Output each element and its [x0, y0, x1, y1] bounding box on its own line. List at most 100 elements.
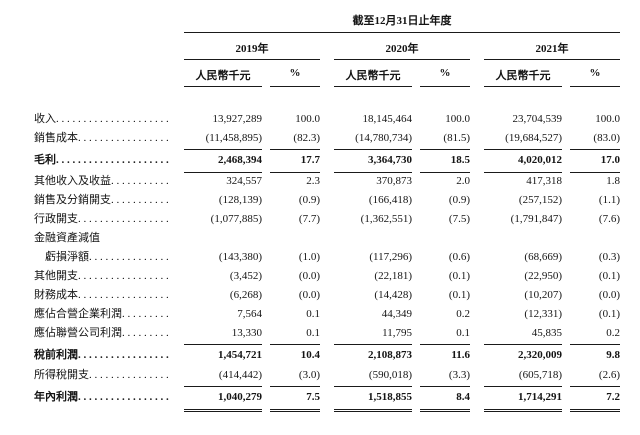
- unit-header-percent-2021: %: [570, 67, 620, 87]
- table-row: 收入 13,927,289 100.0 18,145,464 100.0 23,704,5…: [34, 111, 640, 130]
- percent-cell-2019: (82.3): [270, 130, 320, 150]
- unit-header-row: 人民幣千元 % 人民幣千元 % 人民幣千元 %: [34, 67, 640, 87]
- table-row: 應佔合營企業利潤 7,564 0.1 44,349 0.2 (12,331) (0.1): [34, 306, 640, 325]
- year-header-2021: 2021年: [484, 40, 620, 60]
- percent-cell-2021: (0.3): [598, 251, 620, 263]
- table-body: 收入 13,927,289 100.0 18,145,464 100.0 23,704,5…: [34, 111, 640, 412]
- dot-leader: [122, 306, 169, 323]
- dot-leader: [78, 211, 169, 228]
- amount-cell-2019: (128,139): [218, 194, 262, 206]
- amount-cell-2020: 2,108,873: [368, 349, 412, 361]
- percent-cell-2020: 0.1: [420, 325, 470, 345]
- amount-cell-2020: 370,873: [376, 175, 412, 187]
- amount-cell-2019: 1,454,721: [218, 349, 262, 361]
- unit-header-amount-2019: 人民幣千元: [184, 67, 262, 87]
- amount-cell-2020: [334, 230, 412, 249]
- percent-cell-2021: [570, 230, 620, 249]
- amount-cell-2021: (12,331): [524, 308, 562, 320]
- percent-cell-2020: 100.0: [445, 113, 470, 125]
- table-row: 財務成本 (6,268) (0.0) (14,428) (0.1) (10,207) (0.…: [34, 287, 640, 306]
- percent-cell-2019: 0.1: [306, 308, 320, 320]
- amount-cell-2020: (14,428): [374, 289, 412, 301]
- amount-cell-2020: 18,145,464: [362, 113, 413, 125]
- row-label-cell: 其他開支: [34, 268, 174, 287]
- percent-cell-2020: 8.4: [420, 387, 470, 412]
- dot-leader: [111, 192, 169, 209]
- amount-cell-2019: [184, 230, 262, 249]
- percent-cell-2021: (1.1): [598, 194, 620, 206]
- row-label: 其他收入及收益: [34, 175, 111, 187]
- percent-cell-2021: 9.8: [606, 349, 620, 361]
- table-row: 行政開支 (1,077,885) (7.7) (1,362,551) (7.5) (1,7…: [34, 211, 640, 230]
- percent-cell-2019: (7.7): [298, 213, 320, 225]
- amount-cell-2020: 3,364,730: [334, 150, 412, 173]
- unit-header-percent-2020: %: [420, 67, 470, 87]
- table-row: 銷售成本 (11,458,895) (82.3) (14,780,734) (81.5)…: [34, 130, 640, 150]
- row-label-cell: 行政開支: [34, 211, 174, 230]
- row-label-cell: 稅前利潤: [34, 345, 174, 367]
- percent-cell-2020: (81.5): [420, 130, 470, 150]
- percent-cell-2020: (0.1): [448, 270, 470, 282]
- amount-cell-2020: 1,518,855: [334, 387, 412, 412]
- percent-cell-2019: (0.0): [298, 270, 320, 282]
- unit-header-amount-2021: 人民幣千元: [484, 67, 562, 87]
- percent-cell-2020: 0.2: [456, 308, 470, 320]
- table-row: 稅前利潤 1,454,721 10.4 2,108,873 11.6 2,320,009 9…: [34, 345, 640, 367]
- amount-cell-2021: (68,669): [524, 251, 562, 263]
- amount-cell-2021: [484, 230, 562, 249]
- amount-cell-2021: 417,318: [526, 175, 562, 187]
- percent-cell-2021: (2.6): [570, 367, 620, 387]
- percent-cell-2021: (0.1): [598, 308, 620, 320]
- percent-cell-2020: [420, 230, 470, 249]
- percent-cell-2019: [270, 230, 320, 249]
- dot-leader: [56, 152, 169, 170]
- amount-cell-2019: 7,564: [237, 308, 262, 320]
- row-label: 收入: [34, 113, 56, 125]
- amount-cell-2020: (1,362,551): [360, 213, 412, 225]
- percent-cell-2019: (0.0): [298, 289, 320, 301]
- amount-cell-2021: (1,791,847): [510, 213, 562, 225]
- dot-leader: [78, 130, 169, 148]
- table-row: 毛利 2,468,394 17.7 3,364,730 18.5 4,020,012 17.…: [34, 150, 640, 173]
- row-label: 虧損淨額: [45, 251, 89, 263]
- dot-leader: [122, 325, 169, 343]
- row-label-cell: 金融資產減值: [34, 230, 174, 249]
- percent-cell-2019: 2.3: [306, 175, 320, 187]
- amount-cell-2021: (10,207): [524, 289, 562, 301]
- percent-cell-2020: (3.3): [420, 367, 470, 387]
- percent-cell-2021: 7.2: [570, 387, 620, 412]
- amount-cell-2019: (3,452): [229, 270, 262, 282]
- amount-cell-2020: (117,296): [369, 251, 412, 263]
- percent-cell-2020: (0.1): [448, 289, 470, 301]
- table-row: 其他收入及收益 324,557 2.3 370,873 2.0 417,318 1.8: [34, 173, 640, 192]
- amount-cell-2021: (605,718): [484, 367, 562, 387]
- amount-cell-2019: (6,268): [229, 289, 262, 301]
- dot-leader: [78, 347, 169, 364]
- amount-cell-2019: 13,927,289: [212, 113, 263, 125]
- percent-cell-2021: (7.6): [598, 213, 620, 225]
- percent-cell-2021: (83.0): [570, 130, 620, 150]
- amount-cell-2021: 2,320,009: [518, 349, 562, 361]
- percent-cell-2021: 0.2: [570, 325, 620, 345]
- amount-cell-2019: (143,380): [218, 251, 262, 263]
- table-row: 其他開支 (3,452) (0.0) (22,181) (0.1) (22,950) (0.…: [34, 268, 640, 287]
- percent-cell-2020: 2.0: [456, 175, 470, 187]
- percent-cell-2020: (0.6): [448, 251, 470, 263]
- row-label: 毛利: [34, 154, 56, 166]
- percent-cell-2019: (3.0): [270, 367, 320, 387]
- amount-cell-2020: (590,018): [334, 367, 412, 387]
- row-label-cell: 所得稅開支: [34, 367, 174, 387]
- table-row: 年內利潤 1,040,279 7.5 1,518,855 8.4 1,714,291 7.2: [34, 387, 640, 412]
- table-row: 虧損淨額 (143,380) (1.0) (117,296) (0.6) (68,669)…: [34, 249, 640, 268]
- unit-header-amount-2020: 人民幣千元: [334, 67, 412, 87]
- row-label-cell: 收入: [34, 111, 174, 130]
- row-label: 應佔聯營公司利潤: [34, 327, 122, 339]
- row-label-cell: 銷售及分銷開支: [34, 192, 174, 211]
- percent-cell-2020: (0.9): [448, 194, 470, 206]
- percent-cell-2019: (0.9): [298, 194, 320, 206]
- percent-cell-2021: 17.0: [570, 150, 620, 173]
- percent-cell-2020: 18.5: [420, 150, 470, 173]
- dot-leader: [78, 287, 169, 304]
- row-label: 銷售成本: [34, 132, 78, 144]
- percent-cell-2021: (0.1): [598, 270, 620, 282]
